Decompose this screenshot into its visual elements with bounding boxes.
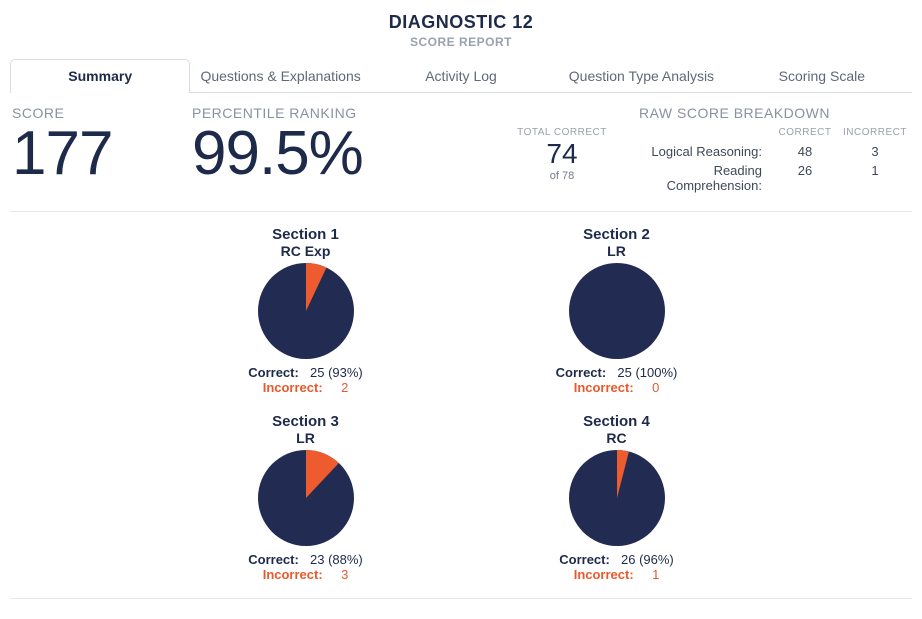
sections-grid: Section 1RC ExpCorrect: 25 (93%)Incorrec… bbox=[10, 212, 912, 599]
raw-breakdown-block: RAW SCORE BREAKDOWN TOTAL CORRECT 74 of … bbox=[502, 105, 910, 197]
section-card: Section 4RC Correct: 26 (96%)Incorrect: 1 bbox=[481, 413, 752, 582]
pie-chart bbox=[258, 450, 354, 546]
section-incorrect-line: Incorrect: 3 bbox=[170, 567, 441, 582]
section-correct-line: Correct: 23 (88%) bbox=[170, 552, 441, 567]
tab-activity-log[interactable]: Activity Log bbox=[371, 59, 551, 92]
summary-row: SCORE 177 PERCENTILE RANKING 99.5% RAW S… bbox=[10, 99, 912, 212]
score-value: 177 bbox=[12, 121, 192, 186]
total-correct-block: TOTAL CORRECT 74 of 78 bbox=[502, 127, 622, 197]
raw-row-name: Logical Reasoning: bbox=[622, 144, 770, 159]
total-correct-of: of 78 bbox=[502, 170, 622, 182]
section-subtitle: RC Exp bbox=[170, 243, 441, 259]
section-correct-line: Correct: 25 (93%) bbox=[170, 365, 441, 380]
score-block: SCORE 177 bbox=[12, 105, 192, 197]
section-title: Section 4 bbox=[481, 413, 752, 430]
section-card: Section 2LR Correct: 25 (100%)Incorrect: … bbox=[481, 226, 752, 395]
tabs-bar: SummaryQuestions & ExplanationsActivity … bbox=[10, 59, 912, 93]
section-title: Section 3 bbox=[170, 413, 441, 430]
raw-table: CORRECT INCORRECT Logical Reasoning:483 R… bbox=[622, 127, 910, 197]
percentile-block: PERCENTILE RANKING 99.5% bbox=[192, 105, 502, 197]
section-title: Section 1 bbox=[170, 226, 441, 243]
raw-row-correct: 26 bbox=[770, 163, 840, 193]
section-card: Section 3LR Correct: 23 (88%)Incorrect: 3 bbox=[170, 413, 441, 582]
section-card: Section 1RC Exp Correct: 25 (93%)Incorrec… bbox=[170, 226, 441, 395]
tab-scoring-scale[interactable]: Scoring Scale bbox=[732, 59, 912, 92]
pie-chart bbox=[569, 263, 665, 359]
section-correct-line: Correct: 26 (96%) bbox=[481, 552, 752, 567]
total-correct-label: TOTAL CORRECT bbox=[502, 127, 622, 138]
section-subtitle: RC bbox=[481, 430, 752, 446]
report-subtitle: SCORE REPORT bbox=[10, 35, 912, 49]
raw-row-name: Reading Comprehension: bbox=[622, 163, 770, 193]
raw-row: Logical Reasoning:483 bbox=[622, 144, 910, 159]
total-correct-value: 74 bbox=[502, 140, 622, 168]
tab-summary[interactable]: Summary bbox=[10, 59, 190, 93]
report-header: DIAGNOSTIC 12 SCORE REPORT bbox=[10, 12, 912, 49]
pie-chart bbox=[569, 450, 665, 546]
section-incorrect-line: Incorrect: 0 bbox=[481, 380, 752, 395]
raw-row-incorrect: 1 bbox=[840, 163, 910, 193]
section-subtitle: LR bbox=[481, 243, 752, 259]
report-title: DIAGNOSTIC 12 bbox=[10, 12, 912, 33]
raw-header-correct: CORRECT bbox=[770, 127, 840, 138]
section-correct-line: Correct: 25 (100%) bbox=[481, 365, 752, 380]
raw-row: Reading Comprehension:261 bbox=[622, 163, 910, 193]
percentile-value: 99.5% bbox=[192, 121, 502, 186]
tab-question-type-analysis[interactable]: Question Type Analysis bbox=[551, 59, 731, 92]
raw-row-incorrect: 3 bbox=[840, 144, 910, 159]
section-title: Section 2 bbox=[481, 226, 752, 243]
raw-row-correct: 48 bbox=[770, 144, 840, 159]
section-subtitle: LR bbox=[170, 430, 441, 446]
raw-header-incorrect: INCORRECT bbox=[840, 127, 910, 138]
section-incorrect-line: Incorrect: 2 bbox=[170, 380, 441, 395]
section-incorrect-line: Incorrect: 1 bbox=[481, 567, 752, 582]
tab-questions-explanations[interactable]: Questions & Explanations bbox=[190, 59, 370, 92]
raw-breakdown-title: RAW SCORE BREAKDOWN bbox=[502, 105, 910, 121]
pie-chart bbox=[258, 263, 354, 359]
